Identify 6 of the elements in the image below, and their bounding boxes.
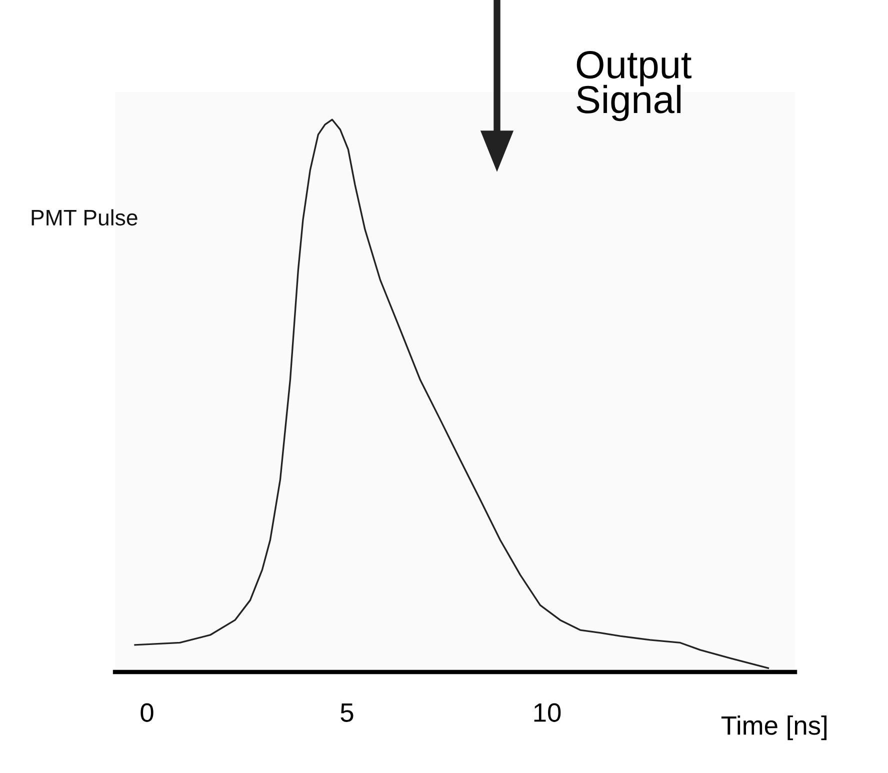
x-tick-label: 5 [340, 704, 354, 722]
annotation: Output Signal [576, 51, 692, 122]
x-axis-title: Time [ns] [721, 716, 826, 740]
x-tick-label: 0 [140, 703, 154, 722]
x-tick-label: 10 [534, 703, 561, 722]
text: PMT Pulse [32, 209, 138, 226]
